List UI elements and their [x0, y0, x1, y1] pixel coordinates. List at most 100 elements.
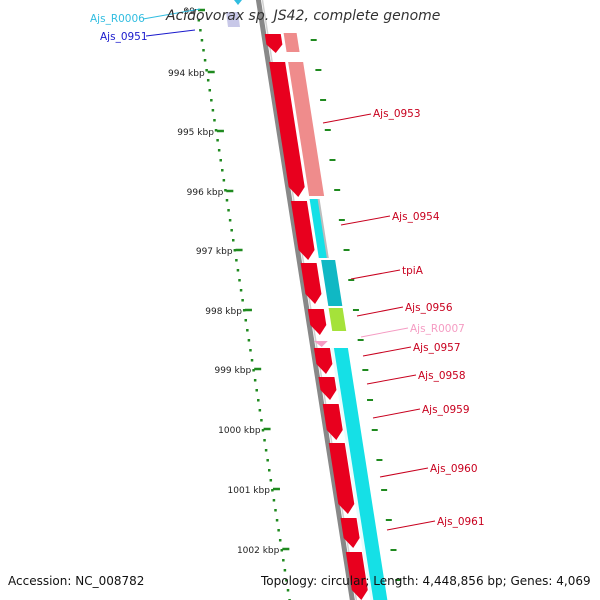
- scale-dot: [225, 199, 229, 202]
- cds-arrow: [300, 263, 322, 304]
- gene-leader-line: [142, 8, 201, 20]
- gene-leader-line: [372, 408, 421, 419]
- scale-tick-label: 998 kbp: [205, 307, 242, 317]
- scale-tick-label: 1000 kbp: [218, 426, 261, 436]
- gene-leader-line: [340, 215, 391, 226]
- cds-arrow: [264, 34, 283, 53]
- scale-dot: [230, 229, 233, 232]
- scale-dot: [202, 49, 205, 52]
- gene-leader-line: [356, 306, 404, 317]
- scale-dot: [222, 179, 226, 182]
- scale-dot: [283, 569, 287, 572]
- scale-dot: [271, 489, 274, 492]
- scale-dot: [213, 119, 216, 122]
- scale-dot: [280, 549, 284, 552]
- scale-tick-label: 999 kbp: [214, 366, 251, 376]
- gene-leader-line: [350, 269, 401, 280]
- gene-leader-line: [360, 327, 409, 338]
- scale-dot: [211, 109, 215, 112]
- feature-band: [283, 33, 300, 52]
- gene-leader-line: [322, 113, 372, 124]
- scale-dot: [205, 69, 208, 72]
- scale-dot: [203, 59, 207, 62]
- gene-label: Ajs_0953: [373, 108, 421, 120]
- scale-dot: [257, 399, 260, 402]
- scale-dot: [242, 309, 246, 312]
- scale-dot: [244, 319, 248, 322]
- gene-label: Ajs_0960: [430, 463, 478, 475]
- feature-band-edge: [330, 348, 374, 600]
- scale-dot: [200, 39, 204, 42]
- gene-leader-line: [366, 374, 417, 385]
- scale-dot: [261, 429, 265, 432]
- scale-dot: [227, 209, 230, 212]
- scale-dot: [253, 379, 257, 382]
- gene-leader-line: [145, 29, 196, 37]
- scale-dot: [277, 529, 280, 532]
- scale-dot: [252, 369, 255, 372]
- scale-dot: [272, 499, 276, 502]
- scale-dot: [210, 99, 213, 102]
- gene-label: Ajs_0959: [422, 404, 470, 416]
- scale-dot: [238, 279, 241, 282]
- cds-arrow: [313, 348, 333, 374]
- scale-dot: [286, 589, 290, 592]
- cds-arrow: [269, 62, 305, 197]
- map-title: Acidovorax sp. JS42, complete genome: [166, 8, 441, 24]
- scale-dot: [263, 439, 266, 442]
- scale-dot: [235, 259, 238, 262]
- scale-dot: [236, 269, 240, 272]
- rrna-marker: [313, 341, 328, 347]
- gene-label: Ajs_0956: [405, 302, 453, 314]
- scale-dot: [258, 409, 262, 412]
- feature-band: [288, 62, 325, 196]
- scale-dot: [197, 19, 201, 22]
- scale-dot: [239, 289, 243, 292]
- top-arrow-marker: [234, 0, 242, 5]
- cds-arrow: [307, 309, 327, 335]
- scale-dot: [228, 219, 232, 222]
- gene-leader-line: [386, 520, 436, 531]
- feature-band: [321, 260, 343, 306]
- scale-dot: [233, 249, 237, 252]
- gene-label: Ajs_0961: [437, 516, 485, 528]
- scale-dot: [249, 349, 252, 352]
- scale-tick-label: 99: [184, 7, 196, 17]
- scale-tick-label: 995 kbp: [177, 128, 214, 138]
- scale-dot: [282, 559, 285, 562]
- gene-leader-line: [362, 346, 412, 357]
- scale-dot: [269, 479, 273, 482]
- scale-dot: [216, 139, 219, 142]
- feature-band: [328, 308, 347, 331]
- scale-tick-label: 1001 kbp: [228, 486, 271, 496]
- gene-label: Ajs_0957: [413, 342, 461, 354]
- scale-dot: [285, 579, 288, 582]
- scale-dot: [231, 239, 235, 242]
- feature-band: [309, 199, 327, 258]
- scale-dot: [246, 329, 249, 332]
- scale-tick-label: 996 kbp: [187, 188, 224, 198]
- scale-dot: [221, 169, 224, 172]
- scale-dot: [214, 129, 218, 132]
- gene-leader-line: [379, 467, 429, 478]
- gene-label: Ajs_R0007: [410, 323, 465, 335]
- scale-dot: [206, 79, 210, 82]
- topology-label: Topology: circular; Length: 4,448,856 bp…: [261, 574, 591, 588]
- gene-label: tpiA: [402, 265, 424, 277]
- feature-band: [332, 348, 388, 600]
- gene-label: Ajs_0954: [392, 211, 440, 223]
- scale-dot: [208, 89, 212, 92]
- scale-tick-label: 1002 kbp: [237, 546, 280, 556]
- scale-tick-label: 997 kbp: [196, 247, 233, 257]
- cds-arrow: [322, 404, 343, 440]
- scale-dot: [250, 359, 254, 362]
- scale-dot: [224, 189, 227, 192]
- scale-dot: [274, 509, 277, 512]
- scale-dot: [219, 159, 222, 162]
- cds-arrow: [340, 518, 360, 548]
- gene-label: Ajs_0958: [418, 370, 466, 382]
- cds-arrow: [345, 552, 368, 600]
- scale-dot: [278, 539, 282, 542]
